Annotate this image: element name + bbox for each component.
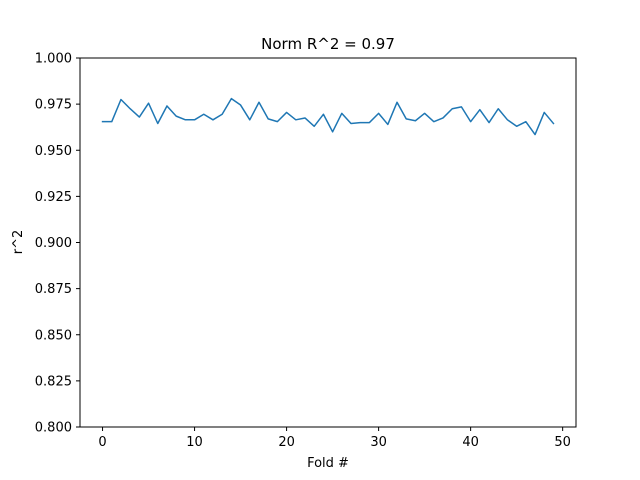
- plot-frame: [79, 57, 577, 428]
- y-tick-label: 0.825: [35, 374, 72, 389]
- y-tick-label: 0.850: [35, 328, 72, 343]
- y-tick-label: 0.900: [35, 236, 72, 251]
- series-layer: [101, 97, 555, 136]
- x-tick-label: 10: [186, 435, 203, 450]
- x-tick-label: 0: [98, 435, 106, 450]
- y-axis-ticks: 0.800 0.825 0.850 0.875 0.900 0.925 0.950 0.975…: [35, 52, 80, 436]
- y-tick-label: 0.975: [35, 98, 72, 113]
- y-axis-label: r^2: [11, 230, 26, 255]
- chart-title: Norm R^2 = 0.97: [261, 35, 395, 53]
- x-axis-label: Fold #: [307, 456, 349, 471]
- y-tick-label: 0.800: [35, 421, 72, 436]
- x-axis-ticks: 0 10 20 30 40 50: [98, 427, 571, 450]
- x-tick-label: 30: [370, 435, 387, 450]
- x-tick-label: 40: [462, 435, 479, 450]
- y-tick-label: 0.950: [35, 144, 72, 159]
- y-tick-label: 1.000: [35, 52, 72, 67]
- y-tick-label: 0.875: [35, 282, 72, 297]
- y-tick-label: 0.925: [35, 190, 72, 205]
- x-tick-label: 20: [278, 435, 295, 450]
- series-line: [101, 97, 555, 136]
- x-tick-label: 50: [554, 435, 571, 450]
